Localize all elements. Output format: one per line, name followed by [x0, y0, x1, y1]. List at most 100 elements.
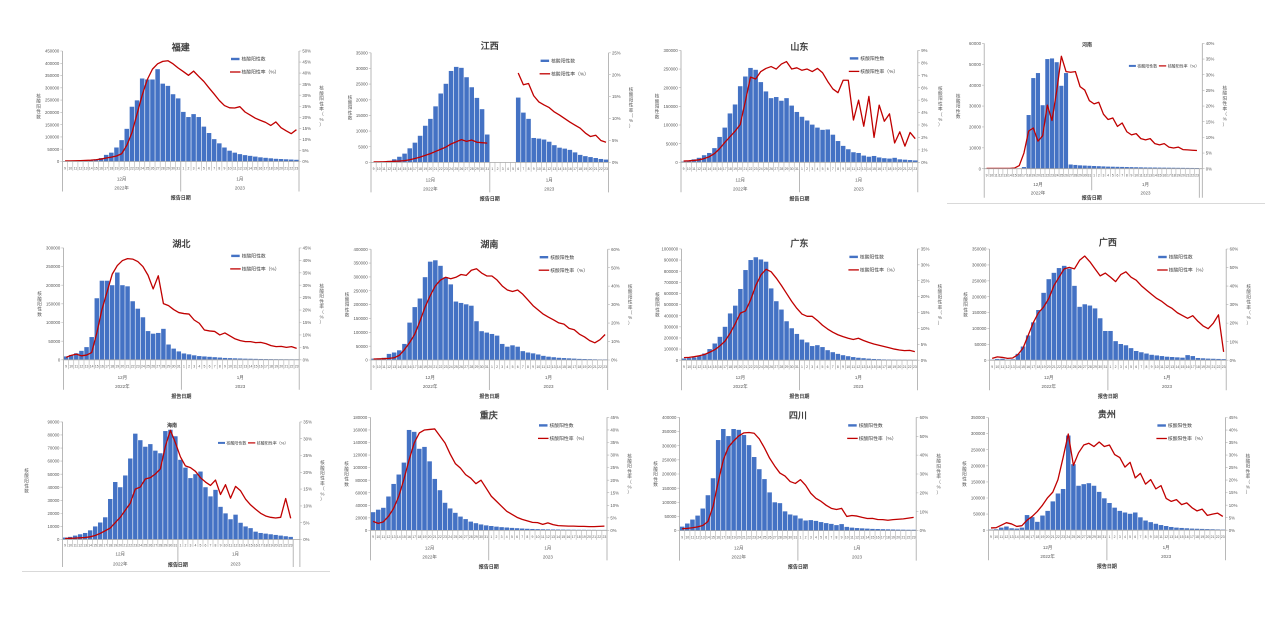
svg-text:22: 22 [284, 544, 288, 548]
svg-text:19: 19 [583, 365, 587, 369]
svg-text:23: 23 [913, 167, 917, 171]
svg-text:20%: 20% [1206, 104, 1215, 109]
svg-text:酸: 酸 [320, 464, 325, 471]
svg-text:（: （ [319, 309, 324, 314]
svg-text:4: 4 [195, 544, 197, 548]
svg-text:率: 率 [936, 473, 941, 480]
svg-text:9: 9 [986, 174, 988, 178]
svg-text:10%: 10% [610, 503, 619, 508]
svg-text:0: 0 [58, 357, 61, 362]
svg-text:2: 2 [497, 167, 499, 171]
svg-text:30: 30 [788, 535, 792, 539]
svg-text:20: 20 [121, 365, 125, 369]
svg-text:8: 8 [526, 535, 528, 539]
svg-text:15%: 15% [610, 490, 619, 495]
svg-text:40%: 40% [1230, 284, 1239, 289]
svg-text:10: 10 [687, 365, 691, 369]
svg-text:15%: 15% [612, 94, 621, 99]
svg-text:报告日期: 报告日期 [1082, 195, 1102, 202]
svg-text:22: 22 [1190, 174, 1194, 178]
svg-text:13: 13 [702, 167, 706, 171]
svg-text:酸: 酸 [655, 296, 660, 303]
svg-text:19: 19 [732, 535, 736, 539]
svg-text:30: 30 [171, 166, 175, 170]
svg-text:（: （ [319, 112, 324, 117]
svg-text:200000: 200000 [353, 302, 368, 307]
svg-text:30000: 30000 [47, 498, 60, 503]
svg-text:12: 12 [1006, 365, 1010, 369]
svg-text:10%: 10% [1206, 135, 1215, 140]
svg-text:9: 9 [842, 365, 844, 369]
svg-text:17: 17 [721, 535, 725, 539]
svg-text:6: 6 [827, 167, 829, 171]
svg-text:16: 16 [100, 365, 104, 369]
svg-text:性: 性 [956, 108, 961, 115]
svg-text:17: 17 [882, 167, 886, 171]
svg-text:6: 6 [517, 365, 519, 369]
svg-text:24: 24 [140, 166, 144, 170]
svg-text:15: 15 [254, 365, 258, 369]
svg-text:20: 20 [279, 365, 283, 369]
svg-text:17: 17 [1190, 535, 1194, 539]
svg-text:11: 11 [1000, 535, 1004, 539]
svg-text:%: % [1223, 117, 1227, 122]
svg-text:35%: 35% [1206, 57, 1215, 62]
svg-text:9: 9 [1151, 365, 1153, 369]
svg-text:14: 14 [398, 167, 402, 171]
svg-text:18: 18 [577, 535, 581, 539]
svg-text:4: 4 [507, 167, 509, 171]
svg-text:11: 11 [852, 167, 856, 171]
svg-text:50000: 50000 [973, 512, 986, 517]
svg-text:17: 17 [413, 365, 417, 369]
svg-text:16: 16 [259, 365, 263, 369]
svg-text:阳: 阳 [319, 293, 324, 300]
svg-text:35%: 35% [610, 440, 619, 445]
svg-text:14: 14 [90, 365, 94, 369]
svg-text:山东: 山东 [790, 41, 808, 52]
svg-text:7: 7 [214, 365, 216, 369]
svg-text:1: 1 [801, 167, 803, 171]
svg-text:核酸阳性率（%）: 核酸阳性率（%） [257, 439, 289, 445]
svg-text:6: 6 [1117, 174, 1119, 178]
svg-text:50000: 50000 [969, 62, 982, 67]
svg-text:20%: 20% [612, 72, 621, 77]
svg-text:250000: 250000 [971, 447, 986, 452]
svg-text:10: 10 [224, 544, 228, 548]
svg-text:核酸阳性率（%）: 核酸阳性率（%） [242, 69, 280, 76]
svg-text:1: 1 [491, 365, 493, 369]
svg-text:450000: 450000 [45, 49, 60, 54]
svg-text:19: 19 [733, 365, 737, 369]
svg-text:报告日期: 报告日期 [1098, 393, 1118, 400]
svg-text:21: 21 [1186, 174, 1190, 178]
svg-text:10%: 10% [1230, 339, 1239, 344]
svg-text:180000: 180000 [353, 415, 368, 420]
svg-text:25: 25 [1072, 535, 1076, 539]
svg-text:1月: 1月 [545, 375, 552, 381]
svg-text:19: 19 [891, 535, 895, 539]
svg-text:15%: 15% [1229, 490, 1238, 495]
svg-text:0: 0 [676, 358, 679, 363]
svg-text:25: 25 [143, 544, 147, 548]
svg-text:5%: 5% [921, 98, 927, 103]
svg-text:10: 10 [377, 365, 381, 369]
svg-text:0%: 0% [1230, 358, 1236, 363]
svg-text:23: 23 [443, 535, 447, 539]
svg-text:7: 7 [522, 365, 524, 369]
svg-text:140000: 140000 [353, 440, 368, 445]
svg-text:（: （ [938, 112, 943, 117]
svg-text:21: 21 [903, 365, 907, 369]
svg-text:50000: 50000 [48, 339, 61, 344]
svg-text:30%: 30% [303, 283, 312, 288]
svg-text:2023: 2023 [544, 186, 555, 191]
svg-text:21: 21 [284, 166, 288, 170]
svg-text:%: % [320, 314, 324, 319]
svg-text:150000: 150000 [46, 301, 61, 306]
svg-text:27: 27 [465, 167, 469, 171]
svg-text:10000: 10000 [356, 129, 369, 134]
svg-text:18: 18 [264, 544, 268, 548]
svg-text:8%: 8% [921, 60, 927, 65]
svg-text:性: 性 [1246, 468, 1251, 475]
svg-text:11: 11 [850, 535, 854, 539]
svg-text:1: 1 [1093, 174, 1095, 178]
svg-text:江西: 江西 [481, 40, 499, 51]
